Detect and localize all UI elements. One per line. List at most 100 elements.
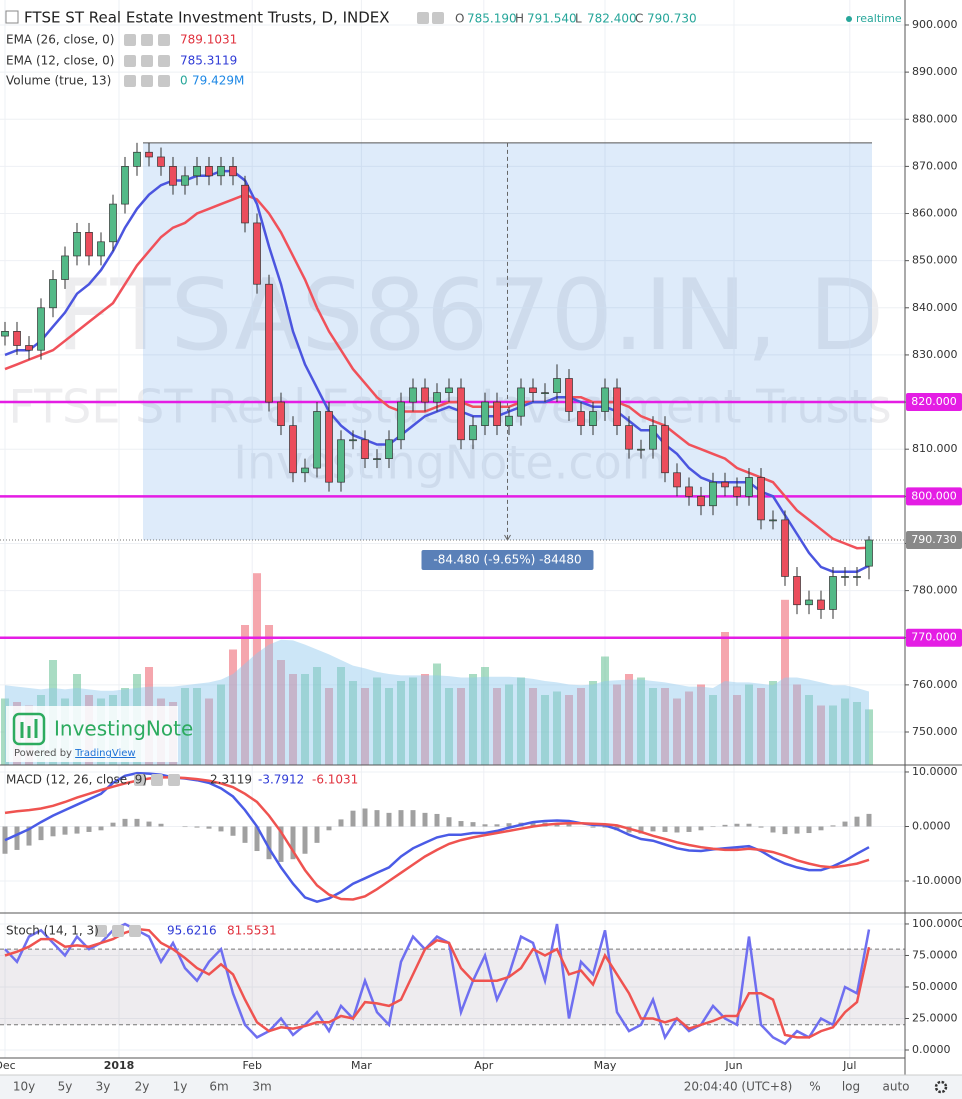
candle-body (277, 401, 285, 426)
histogram-bar (218, 826, 224, 832)
icon[interactable] (124, 55, 136, 67)
scale-button[interactable]: log (842, 1080, 860, 1094)
candle-body (865, 539, 873, 567)
histogram-bar (434, 813, 440, 827)
y-tick-label: 25.0000 (912, 1011, 958, 1024)
volume-bar (361, 688, 370, 765)
volume-bar (685, 691, 694, 765)
icon[interactable] (141, 55, 153, 67)
powered-link[interactable]: TradingView (74, 748, 135, 759)
volume-bar (277, 660, 286, 765)
ohlc-key: L (575, 12, 582, 26)
x-tick-label: Jun (724, 1059, 742, 1072)
histogram-bar (722, 824, 728, 827)
icon[interactable] (112, 925, 124, 937)
candle-body (481, 401, 489, 426)
candle-body (589, 411, 597, 426)
histogram-bar (674, 826, 680, 833)
volume-bar (373, 677, 382, 765)
histogram-bar (386, 812, 392, 827)
histogram-bar (650, 826, 656, 832)
candle-body (193, 166, 201, 177)
histogram-bar (842, 821, 848, 827)
indicator-line (4, 776, 870, 901)
histogram-bar (290, 826, 296, 860)
y-tick-label: 0.0000 (912, 1043, 951, 1056)
ohlc-value: 782.400 (587, 12, 637, 26)
range-button[interactable]: 3m (252, 1080, 271, 1094)
candle-body (385, 439, 393, 459)
chart-title: FTSE ST Real Estate Investment Trusts, D… (24, 9, 390, 27)
volume-bar (289, 674, 298, 765)
volume-bar (469, 674, 478, 765)
toolbar-bg (0, 1075, 962, 1099)
candle-body (121, 166, 129, 205)
candle-body (397, 401, 405, 441)
candle-body (409, 387, 417, 403)
candle-body (541, 392, 549, 394)
histogram-bar (302, 826, 308, 854)
volume-bar (637, 677, 646, 765)
candle-body (553, 378, 561, 393)
y-tick-label: 850.000 (912, 254, 958, 267)
volume-bar (313, 667, 322, 765)
icon[interactable] (151, 774, 163, 786)
ohlc-key: O (455, 12, 464, 26)
volume-bar (481, 667, 490, 765)
logo-icon (20, 719, 38, 738)
histogram-bar (398, 810, 404, 827)
candle-body (757, 477, 765, 521)
candle-body (673, 472, 681, 488)
volume-bar (781, 599, 790, 765)
volume-bar (1, 698, 10, 765)
range-button[interactable]: 3y (96, 1080, 111, 1094)
volume-bar (301, 674, 310, 765)
range-button[interactable]: 6m (209, 1080, 228, 1094)
panel (0, 913, 905, 1058)
collapse-icon[interactable] (5, 10, 19, 24)
settings-icon[interactable] (934, 1080, 948, 1094)
icon[interactable] (141, 34, 153, 46)
candle-body (637, 448, 645, 451)
candle-body (661, 425, 669, 474)
volume-bar (553, 691, 562, 765)
volume-bar (265, 625, 274, 765)
range-button[interactable]: 5y (58, 1080, 73, 1094)
scale-button[interactable]: auto (882, 1080, 909, 1094)
candle-body (709, 481, 717, 507)
volume-bar (217, 684, 226, 765)
icon[interactable] (417, 12, 429, 24)
histogram-bar (530, 822, 536, 827)
panel (0, 0, 905, 765)
icon[interactable] (158, 75, 170, 87)
y-tick-label: 780.000 (912, 584, 958, 597)
histogram-bar (194, 826, 200, 828)
icon[interactable] (141, 75, 153, 87)
histogram-bar (146, 821, 152, 827)
icon[interactable] (168, 774, 180, 786)
icon[interactable] (432, 12, 444, 24)
range-button[interactable]: 10y (13, 1080, 35, 1094)
icon[interactable] (158, 34, 170, 46)
stoch-title: Stoch (14, 1, 3) (6, 924, 99, 938)
candle-body (157, 156, 165, 167)
scale-button[interactable]: % (809, 1080, 820, 1094)
candle-body (613, 387, 621, 426)
volume-bar (829, 705, 838, 765)
icon[interactable] (129, 925, 141, 937)
volume-bar (817, 705, 826, 765)
icon[interactable] (95, 925, 107, 937)
histogram-bar (446, 817, 452, 827)
indicator-name: EMA (12, close, 0) (6, 54, 114, 68)
range-button[interactable]: 1y (173, 1080, 188, 1094)
histogram-bar (566, 824, 572, 827)
icon[interactable] (124, 34, 136, 46)
icon[interactable] (134, 774, 146, 786)
indicator-name: Volume (true, 13) (6, 74, 111, 88)
range-button[interactable]: 2y (135, 1080, 150, 1094)
volume-bar (649, 688, 658, 765)
candle-body (25, 345, 33, 351)
histogram-bar (158, 823, 164, 827)
icon[interactable] (158, 55, 170, 67)
icon[interactable] (124, 75, 136, 87)
